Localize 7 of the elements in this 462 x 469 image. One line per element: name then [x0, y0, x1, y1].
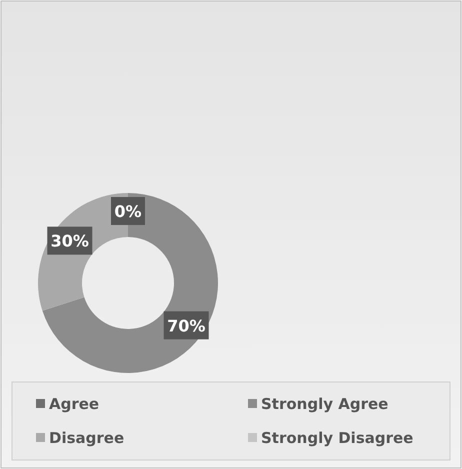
text: 0% — [114, 202, 142, 221]
legend-label: Disagree — [49, 429, 124, 447]
data-label: 70% — [167, 316, 206, 336]
legend-label: Strongly Agree — [261, 395, 388, 413]
legend-label: Strongly Disagree — [261, 429, 414, 447]
legend-label: Agree — [49, 395, 100, 413]
data-label: 30% — [50, 232, 89, 251]
